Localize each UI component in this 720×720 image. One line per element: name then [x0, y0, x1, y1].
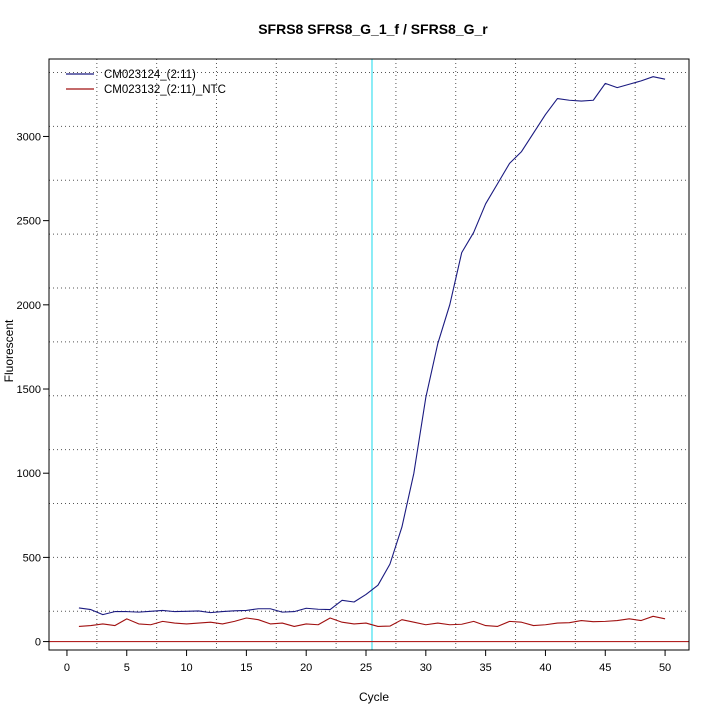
- series-line-ntc: [78, 615, 666, 627]
- y-tick-label-1000: 1000: [17, 468, 41, 480]
- x-tick-label-0: 0: [64, 662, 70, 674]
- x-tick-label-50: 50: [659, 662, 671, 674]
- x-tick-label-5: 5: [124, 662, 130, 674]
- chart-title: SFRS8 SFRS8_G_1_f / SFRS8_G_r: [258, 21, 488, 37]
- x-tick-label-25: 25: [360, 662, 372, 674]
- legend-label-ntc: CM023132_(2:11)_NTC: [104, 84, 226, 96]
- x-tick-label-30: 30: [420, 662, 432, 674]
- x-tick-label-35: 35: [480, 662, 492, 674]
- x-tick-label-10: 10: [180, 662, 192, 674]
- x-tick-label-40: 40: [539, 662, 551, 674]
- legend: CM023124_(2:11) CM023132_(2:11)_NTC: [66, 69, 226, 96]
- series-layer: [78, 76, 666, 627]
- y-axis: 0 500 1000 1500 2000 2500 3000: [17, 131, 49, 649]
- y-tick-label-2000: 2000: [17, 300, 41, 312]
- legend-label-sample: CM023124_(2:11): [104, 69, 196, 81]
- plot-frame: [48, 58, 690, 651]
- series-line-sample: [78, 76, 666, 616]
- x-axis-label: Cycle: [359, 690, 389, 704]
- y-axis-label: Fluorescent: [2, 319, 16, 382]
- x-tick-label-20: 20: [300, 662, 312, 674]
- x-axis: 0 5 10 15 20 25 30 35 40 45 50: [64, 650, 671, 674]
- reference-lines: [49, 59, 689, 650]
- y-tick-label-500: 500: [23, 552, 41, 564]
- x-tick-label-15: 15: [240, 662, 252, 674]
- y-tick-label-1500: 1500: [17, 384, 41, 396]
- x-tick-label-45: 45: [599, 662, 611, 674]
- y-tick-label-3000: 3000: [17, 131, 41, 143]
- y-tick-label-2500: 2500: [17, 216, 41, 228]
- y-tick-label-0: 0: [35, 637, 41, 649]
- grid-layer: [49, 59, 689, 650]
